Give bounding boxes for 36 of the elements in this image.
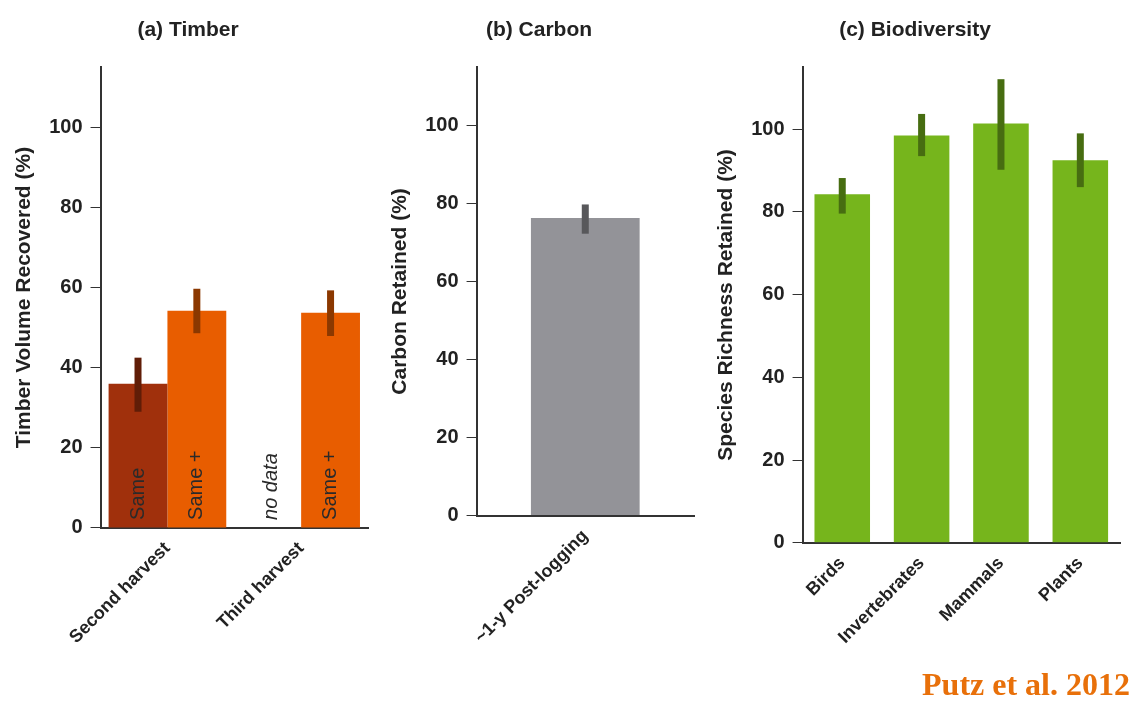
- y-tick-label: 20: [60, 435, 83, 458]
- bar: [301, 312, 360, 528]
- y-tick-label: 60: [436, 269, 459, 292]
- y-tick-label: 40: [60, 355, 83, 378]
- bar: [893, 135, 950, 543]
- y-tick-label: 0: [447, 503, 459, 526]
- y-tick-label: 80: [60, 194, 83, 217]
- chart-title: (c) Biodiversity: [839, 17, 992, 41]
- chart-title: (b) Carbon: [485, 17, 593, 41]
- y-tick-label: 80: [436, 191, 459, 214]
- y-tick-label: 100: [49, 114, 83, 137]
- y-tick-label: 0: [71, 515, 83, 538]
- bar: [973, 123, 1029, 543]
- bar: [814, 194, 871, 543]
- text: Putz et al. 2012: [922, 666, 1130, 703]
- y-axis-title: Timber Volume Recovered (%): [11, 146, 35, 449]
- y-tick-label: 100: [425, 113, 459, 136]
- y-tick-label: 100: [751, 116, 785, 139]
- y-axis-title: Species Richness Retained (%): [713, 149, 737, 461]
- y-tick-label: 20: [762, 447, 785, 470]
- annotation: no data: [259, 453, 282, 520]
- y-tick-label: 40: [436, 347, 459, 370]
- y-tick-label: 80: [762, 199, 785, 222]
- y-axis-title: Carbon Retained (%): [387, 188, 411, 395]
- y-tick-label: 60: [762, 282, 785, 305]
- series-label: Same: [125, 467, 148, 520]
- series-label: Same +: [184, 450, 207, 520]
- bar: [1052, 160, 1109, 543]
- bar: [167, 310, 227, 528]
- chart-title: (a) Timber: [137, 17, 239, 41]
- y-tick-label: 40: [762, 364, 785, 387]
- y-tick-label: 60: [60, 275, 83, 298]
- bar: [108, 383, 168, 528]
- text: Same +: [318, 450, 341, 520]
- y-tick-label: 20: [436, 425, 459, 448]
- y-tick-label: 0: [773, 530, 785, 553]
